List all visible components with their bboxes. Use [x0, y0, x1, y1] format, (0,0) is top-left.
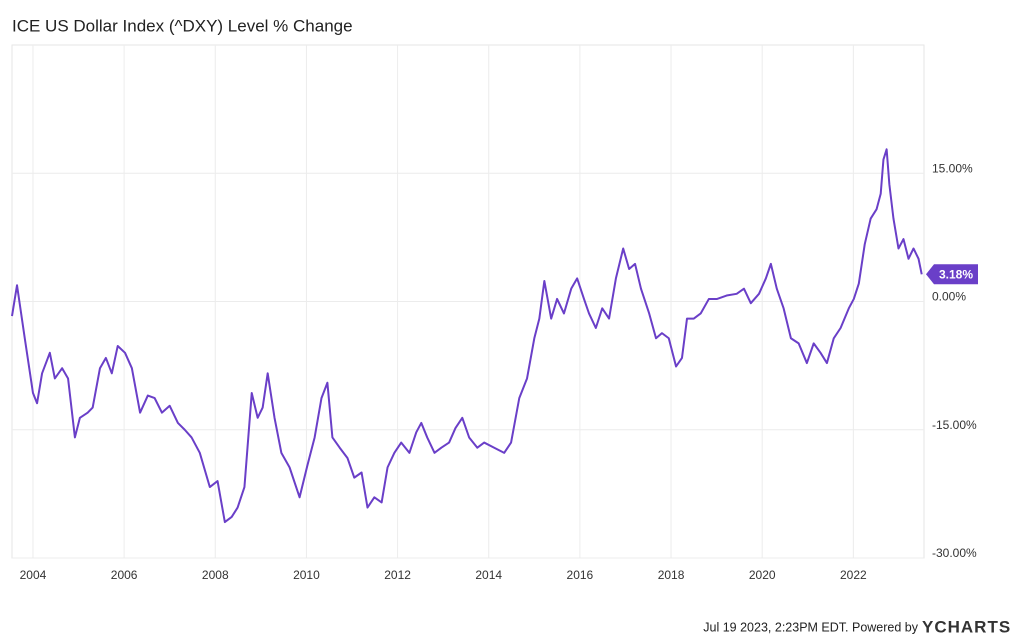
x-tick-label: 2018	[658, 568, 685, 582]
x-tick-label: 2010	[293, 568, 320, 582]
x-tick-label: 2020	[749, 568, 776, 582]
x-tick-label: 2008	[202, 568, 229, 582]
x-tick-label: 2012	[384, 568, 411, 582]
x-tick-label: 2022	[840, 568, 867, 582]
y-tick-label: 15.00%	[932, 161, 973, 175]
x-tick-label: 2014	[475, 568, 502, 582]
y-tick-label: -15.00%	[932, 418, 977, 432]
x-tick-label: 2016	[567, 568, 594, 582]
brand-logo: YCHARTS	[922, 617, 1011, 636]
end-label: 3.18%	[939, 267, 973, 281]
chart-title: ICE US Dollar Index (^DXY) Level % Chang…	[12, 16, 353, 35]
y-tick-label: -30.00%	[932, 546, 977, 560]
x-tick-label: 2004	[20, 568, 47, 582]
footer: Jul 19 2023, 2:23PM EDT. Powered by	[703, 620, 918, 634]
data-line	[11, 148, 923, 524]
x-tick-label: 2006	[111, 568, 138, 582]
y-tick-label: 0.00%	[932, 290, 966, 304]
end-label-tag	[926, 264, 978, 285]
